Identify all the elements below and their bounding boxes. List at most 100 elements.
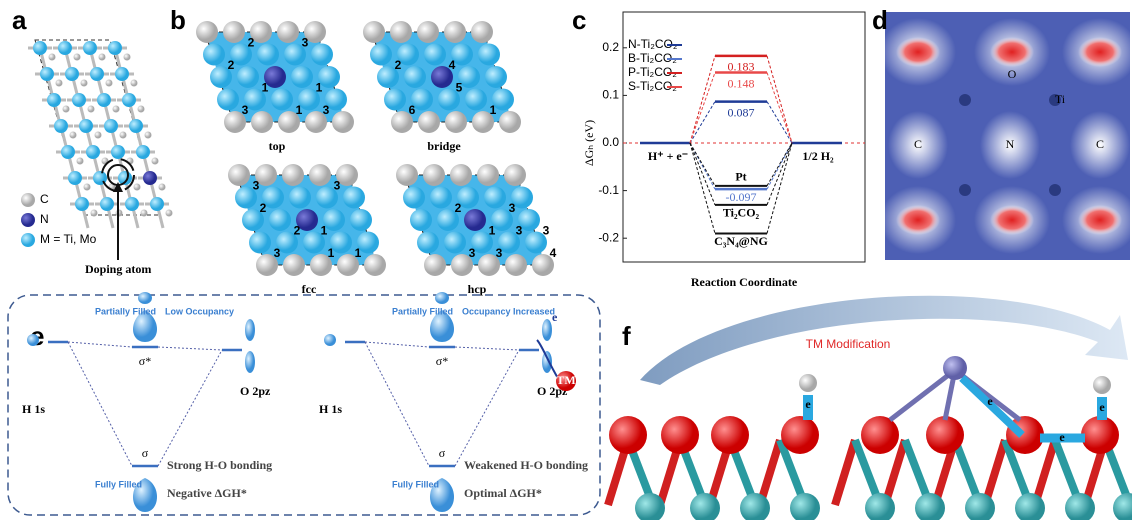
site-label: 1: [489, 223, 496, 237]
atom: [556, 371, 576, 391]
atom: [451, 254, 473, 276]
site-label: 1: [316, 80, 323, 94]
density: [959, 94, 971, 106]
connector: [689, 72, 716, 144]
density: [980, 111, 1040, 179]
legend-ball: [21, 233, 35, 247]
bond: [888, 368, 957, 422]
atom: [143, 171, 157, 185]
h: H 1s: [22, 402, 45, 416]
density: [990, 205, 1034, 235]
atom: [404, 66, 426, 88]
atom: [235, 186, 257, 209]
atom: [343, 186, 365, 209]
atom: [150, 197, 164, 211]
atom: [271, 88, 293, 111]
atom: [418, 111, 440, 133]
atom: [94, 131, 102, 139]
atom: [80, 79, 88, 87]
atom: [799, 374, 817, 392]
atom: [391, 111, 413, 133]
atom: [423, 164, 445, 186]
atom: [90, 67, 104, 81]
atom: [140, 209, 148, 217]
antibond: σ*: [436, 354, 448, 368]
atom: [48, 53, 56, 61]
atom: [477, 164, 499, 186]
legend-text: B-Ti₂CO₂: [628, 51, 677, 65]
atom-label: C: [1096, 137, 1104, 151]
atom: [458, 66, 480, 88]
arrow: [959, 375, 1025, 438]
atom: [62, 105, 70, 113]
y-axis-label: ΔGₕ (eV): [582, 120, 596, 166]
atom: [311, 43, 333, 66]
correlation: [157, 346, 223, 351]
atom: [1065, 493, 1095, 520]
electron: e: [1059, 430, 1065, 444]
atom: [661, 416, 699, 454]
atom: [277, 21, 299, 43]
atom: [104, 119, 118, 133]
density: [990, 37, 1034, 67]
atom: [740, 493, 770, 520]
site-label: 1: [321, 223, 328, 237]
atom: [861, 416, 899, 454]
atom: [690, 493, 720, 520]
atom: [87, 105, 95, 113]
connector: [689, 142, 716, 187]
atom: [68, 171, 82, 185]
electron: e: [552, 310, 558, 324]
dg: Optimal ΔGH*: [464, 486, 542, 500]
connector: [689, 55, 716, 144]
atom: [75, 197, 89, 211]
atom: [27, 334, 39, 346]
atom: [635, 493, 665, 520]
value-label: 0.087: [728, 105, 755, 119]
atom-label: C: [914, 137, 922, 151]
atom-label: Ti: [1055, 92, 1066, 106]
atom: [54, 119, 68, 133]
connector: [689, 142, 716, 206]
site-label: 3: [543, 223, 550, 237]
atom: [384, 88, 406, 111]
atom: [130, 79, 138, 87]
panel-e: e Partially Filled Low Occupancy σ* σ H 1s O …: [7, 292, 601, 516]
atom: [370, 43, 392, 66]
atom: [444, 21, 466, 43]
atom: [133, 183, 141, 191]
atom: [223, 21, 245, 43]
atom: [303, 231, 325, 254]
site-label: 3: [242, 103, 249, 117]
density: [896, 205, 940, 235]
atom: [943, 356, 967, 380]
atom: [431, 66, 453, 88]
atom: [781, 416, 819, 454]
top_fill: Partially Filled: [95, 306, 156, 316]
atom: [485, 66, 507, 88]
tm: TM: [556, 373, 575, 387]
panel-f: e e e e f TM Modification: [604, 295, 1132, 520]
atom: [450, 164, 472, 186]
density: [1049, 184, 1061, 196]
annotation: Doping atom: [85, 262, 151, 276]
bond: [756, 438, 784, 507]
reference-label: C₃N₄@NG: [714, 234, 768, 248]
motif-name: hcp: [468, 282, 487, 296]
atom: [377, 66, 399, 88]
atom: [119, 131, 127, 139]
atom: [711, 416, 749, 454]
atom: [111, 145, 125, 159]
y-tick-label: -0.2: [598, 230, 619, 244]
atom: [518, 209, 540, 231]
site-label: 3: [509, 201, 516, 215]
atom: [90, 209, 98, 217]
value-label: -0.097: [726, 190, 757, 204]
atom: [525, 231, 547, 254]
atom: [73, 53, 81, 61]
density: [959, 184, 971, 196]
site-label: 3: [302, 35, 309, 49]
mo-diagram: Partially Filled Occupancy Increased σ* σ H …: [319, 292, 588, 512]
panel-d: d O Ti C N C: [872, 5, 1132, 260]
